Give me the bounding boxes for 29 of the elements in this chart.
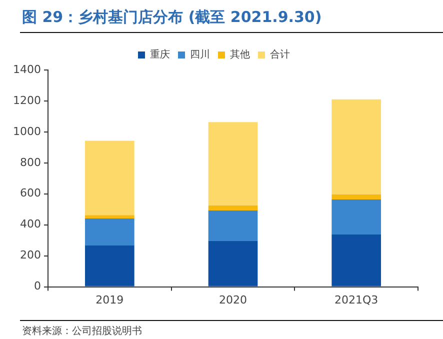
- x-tick-label: 2021Q3: [334, 293, 378, 306]
- y-tick-label: 1200: [12, 94, 41, 107]
- x-tick-label: 2019: [96, 293, 124, 306]
- bar: [332, 199, 381, 234]
- bar: [84, 218, 134, 246]
- text: 资料来源：公司招股说明书: [22, 324, 142, 338]
- y-tick-label: 800: [20, 156, 41, 169]
- bar: [208, 122, 258, 206]
- legend-label: 合计: [270, 48, 290, 61]
- bar: [332, 234, 381, 286]
- bar: [208, 210, 258, 241]
- bar: [84, 140, 134, 216]
- chart-title: 图 29：乡村基门店分布 (截至 2021.9.30): [22, 8, 322, 27]
- bar: [208, 205, 258, 210]
- x-tick-label: 2020: [218, 293, 247, 306]
- bar: [84, 215, 134, 219]
- legend-label: 四川: [190, 48, 210, 61]
- y-tick-label: 1000: [12, 124, 41, 138]
- y-tick-label: 400: [20, 218, 41, 231]
- legend-label: 重庆: [150, 48, 170, 61]
- y-tick-label: 0: [34, 280, 41, 293]
- y-tick-label: 200: [20, 248, 41, 262]
- bar: [84, 245, 134, 286]
- bar: [208, 240, 258, 286]
- bar: [332, 99, 381, 194]
- y-tick-label: 1400: [12, 62, 41, 76]
- bar: [332, 194, 381, 200]
- legend-label: 其他: [230, 48, 250, 61]
- y-tick-label: 600: [20, 186, 41, 200]
